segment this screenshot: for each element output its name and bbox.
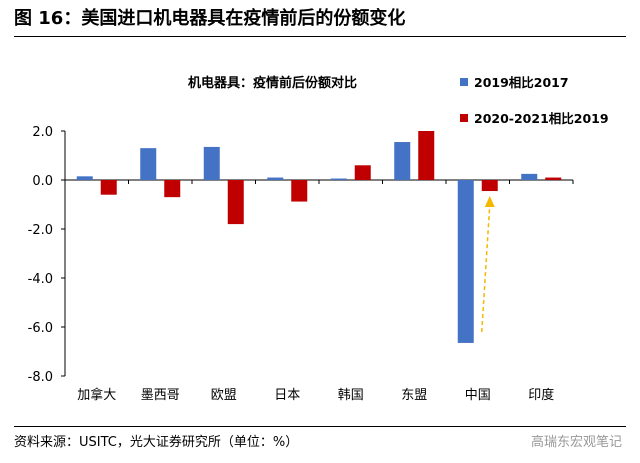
footer-divider [14,426,626,427]
legend-swatch-blue [460,77,468,86]
bar-墨西哥-1 [164,180,181,198]
bar-欧盟-0 [203,146,220,180]
x-tick-label: 印度 [528,387,554,403]
bar-韩国-1 [354,165,371,180]
y-tick-label: -6.0 [28,321,53,336]
x-tick-label: 韩国 [338,388,364,403]
bar-墨西哥-0 [140,148,157,180]
chart-title: 机电器具：疫情前后份额对比 [188,76,358,91]
bar-印度-0 [521,173,538,180]
legend-label: 2019相比2017 [474,75,569,90]
bar-印度-1 [545,177,562,180]
title-divider [14,36,626,37]
legend-label: 2020-2021相比2019 [474,111,609,126]
bar-东盟-0 [394,142,411,180]
bar-日本-1 [291,180,308,202]
y-tick-label: -2.0 [28,223,53,238]
x-tick-label: 日本 [274,388,300,403]
bar-中国-1 [481,180,498,192]
annotation-arrow-line [481,204,491,333]
bar-东盟-1 [418,131,435,180]
x-tick-label: 加拿大 [77,387,116,403]
x-tick-label: 东盟 [401,388,427,403]
figure-title: 图 16：美国进口机电器具在疫情前后的份额变化 [14,8,406,29]
x-tick-label: 墨西哥 [141,388,180,403]
y-tick-label: 0.0 [32,174,53,189]
y-tick-label: -4.0 [28,272,53,287]
bar-中国-0 [457,180,474,343]
x-tick-label: 中国 [465,388,491,403]
x-tick-label: 欧盟 [211,388,237,403]
bar-韩国-0 [330,178,347,180]
watermark: 高瑞东宏观笔记 [530,435,622,450]
bar-加拿大-1 [100,180,117,195]
bar-日本-0 [267,177,284,180]
legend-swatch-red [460,113,468,122]
legend-item-2019: 2019相比2017 [460,72,569,91]
y-tick-label: -8.0 [28,370,53,385]
bar-欧盟-1 [227,180,244,225]
legend-item-2020-2021: 2020-2021相比2019 [460,108,609,127]
source-note: 资料来源：USITC，光大证券研究所（单位：%） [14,435,299,450]
annotation-arrow-head [484,196,495,207]
bar-加拿大-0 [76,176,93,180]
y-tick-label: 2.0 [32,125,53,140]
